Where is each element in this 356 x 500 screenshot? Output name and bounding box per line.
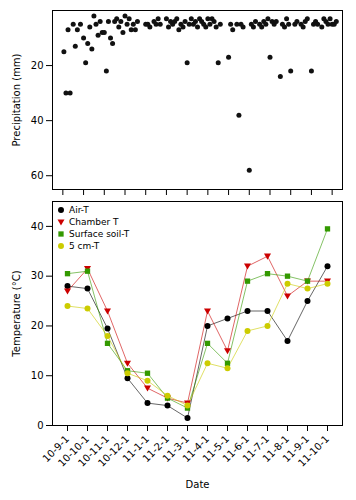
svg-text:10-12-1: 10-12-1: [95, 433, 132, 469]
svg-text:10-9-1: 10-9-1: [40, 433, 72, 465]
svg-text:30: 30: [31, 270, 44, 281]
svg-text:11-2-1: 11-2-1: [140, 433, 172, 465]
svg-text:10: 10: [31, 370, 44, 381]
svg-text:10-10-1: 10-10-1: [55, 433, 92, 469]
svg-text:20: 20: [31, 60, 44, 71]
html-text:Chamber T: Chamber T: [69, 217, 119, 227]
svg-text:11-6-1: 11-6-1: [220, 433, 252, 465]
svg-text:11-9-1: 11-9-1: [280, 433, 312, 465]
svg-text:11-8-1: 11-8-1: [260, 433, 292, 465]
svg-text:11-10-1: 11-10-1: [296, 433, 331, 468]
svg-text:11-5-1: 11-5-1: [200, 433, 232, 465]
html-text:Surface soil-T: Surface soil-T: [69, 229, 130, 239]
html-text:5 cm-T: 5 cm-T: [69, 241, 100, 251]
svg-text:10-11-1: 10-11-1: [75, 433, 112, 469]
svg-text:Temperature (°C): Temperature (°C): [11, 270, 22, 357]
html-text:Air-T: Air-T: [69, 205, 89, 215]
svg-text:Date: Date: [186, 479, 210, 490]
svg-text:60: 60: [31, 170, 44, 181]
svg-text:Precipitation (mm): Precipitation (mm): [11, 53, 22, 146]
svg-text:11-4-1: 11-4-1: [180, 433, 212, 465]
svg-text:40: 40: [31, 221, 44, 232]
svg-text:11-3-1: 11-3-1: [160, 433, 192, 465]
svg-text:0: 0: [37, 420, 43, 431]
svg-text:20: 20: [31, 320, 44, 331]
svg-text:11-1-1: 11-1-1: [120, 433, 152, 465]
svg-text:11-7-1: 11-7-1: [240, 433, 272, 465]
svg-text:40: 40: [31, 115, 44, 126]
